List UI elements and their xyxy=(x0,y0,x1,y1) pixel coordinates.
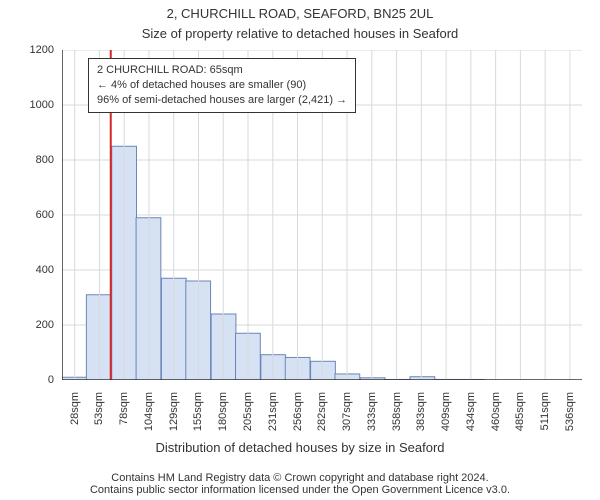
footer-line-2: Contains public sector information licen… xyxy=(0,484,600,496)
x-tick-label: 129sqm xyxy=(168,392,180,442)
x-tick-label: 180sqm xyxy=(217,392,229,442)
x-axis-caption: Distribution of detached houses by size … xyxy=(0,440,600,455)
x-tick-label: 333sqm xyxy=(366,392,378,442)
footer-line-1: Contains HM Land Registry data © Crown c… xyxy=(0,472,600,484)
x-tick-label: 511sqm xyxy=(539,392,551,442)
y-tick-label: 800 xyxy=(36,154,54,166)
x-tick-label: 485sqm xyxy=(514,392,526,442)
x-tick-label: 155sqm xyxy=(192,392,204,442)
x-tick-label: 383sqm xyxy=(415,392,427,442)
page-title: 2, CHURCHILL ROAD, SEAFORD, BN25 2UL xyxy=(0,6,600,21)
page-subtitle: Size of property relative to detached ho… xyxy=(0,26,600,41)
x-tick-label: 536sqm xyxy=(564,392,576,442)
x-tick-label: 460sqm xyxy=(490,392,502,442)
y-tick-label: 200 xyxy=(36,319,54,331)
footer: Contains HM Land Registry data © Crown c… xyxy=(0,472,600,496)
y-tick-label: 1200 xyxy=(30,44,54,56)
x-tick-label: 78sqm xyxy=(118,392,130,442)
x-tick-label: 205sqm xyxy=(242,392,254,442)
x-tick-label: 409sqm xyxy=(440,392,452,442)
x-tick-label: 231sqm xyxy=(267,392,279,442)
x-tick-label: 282sqm xyxy=(316,392,328,442)
x-tick-label: 434sqm xyxy=(465,392,477,442)
x-tick-label: 53sqm xyxy=(93,392,105,442)
y-tick-label: 600 xyxy=(36,209,54,221)
x-tick-label: 307sqm xyxy=(341,392,353,442)
y-tick-label: 1000 xyxy=(30,99,54,111)
annotation-line-2: ← 4% of detached houses are smaller (90) xyxy=(97,78,347,93)
y-tick-label: 400 xyxy=(36,264,54,276)
x-tick-label: 256sqm xyxy=(292,392,304,442)
annotation-line-1: 2 CHURCHILL ROAD: 65sqm xyxy=(97,63,347,78)
x-axis-ticks: 28sqm 53sqm 78sqm 104sqm 129sqm 155sqm 180sqm 2… xyxy=(62,382,582,442)
annotation-box: 2 CHURCHILL ROAD: 65sqm ← 4% of detached… xyxy=(88,58,356,113)
x-tick-label: 28sqm xyxy=(69,392,81,442)
x-tick-label: 358sqm xyxy=(391,392,403,442)
y-axis-ticks: 020040060080010001200 xyxy=(0,50,58,380)
annotation-line-3: 96% of semi-detached houses are larger (… xyxy=(97,93,347,108)
y-tick-label: 0 xyxy=(48,374,54,386)
x-tick-label: 104sqm xyxy=(143,392,155,442)
